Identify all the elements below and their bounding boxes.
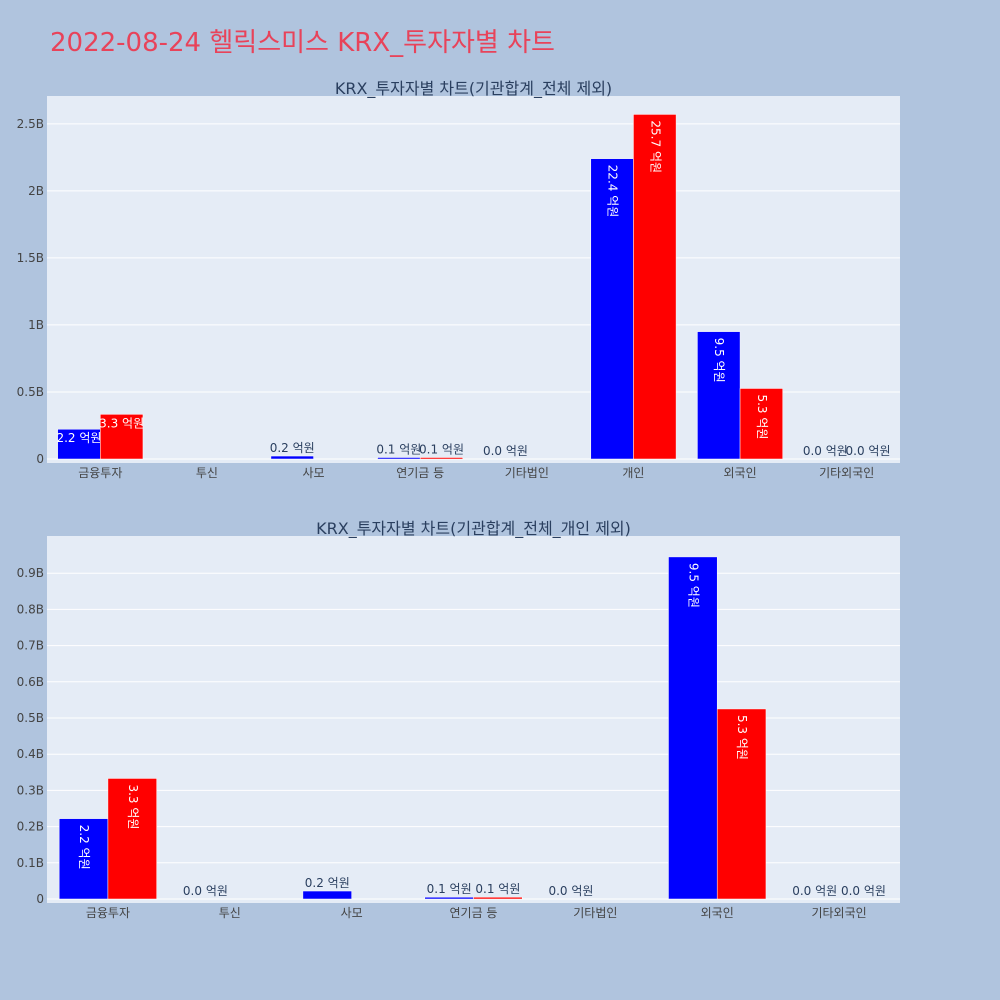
x-tick-label: 금융투자 bbox=[78, 466, 122, 480]
data-label: 0.0 억원 bbox=[846, 444, 891, 458]
y-tick-label: 0.5B bbox=[17, 385, 44, 399]
data-label: 5.3 억원 bbox=[755, 394, 769, 439]
y-tick-label: 0.8B bbox=[17, 602, 44, 616]
x-tick-label: 투신 bbox=[219, 906, 241, 920]
data-label: 3.3 억원 bbox=[126, 784, 140, 829]
x-tick-label: 사모 bbox=[341, 906, 363, 920]
y-tick-label: 0.7B bbox=[17, 639, 44, 653]
bar bbox=[107, 778, 157, 900]
x-tick-label: 연기금 등 bbox=[396, 466, 444, 480]
bar bbox=[58, 818, 109, 900]
y-tick-label: 0 bbox=[36, 452, 44, 466]
x-tick-label: 기타법인 bbox=[505, 466, 549, 480]
y-tick-label: 0.1B bbox=[17, 856, 44, 870]
y-tick-label: 0 bbox=[36, 892, 44, 906]
data-label: 0.1 억원 bbox=[475, 882, 520, 896]
y-tick-label: 0.3B bbox=[17, 783, 44, 797]
data-label: 0.0 억원 bbox=[548, 884, 593, 898]
y-tick-label: 0.9B bbox=[17, 566, 44, 580]
data-label: 22.4 억원 bbox=[606, 165, 620, 218]
bar bbox=[424, 896, 474, 900]
data-label: 0.1 억원 bbox=[419, 443, 464, 457]
chart-title: KRX_투자자별 차트(기관합계_전체_개인 제외) bbox=[316, 519, 631, 539]
x-tick-label: 외국인 bbox=[701, 906, 734, 920]
bar bbox=[100, 414, 144, 460]
data-label: 0.0 억원 bbox=[803, 444, 848, 458]
data-label: 0.1 억원 bbox=[427, 882, 472, 896]
x-tick-label: 기타외국인 bbox=[811, 906, 866, 920]
data-label: 0.0 억원 bbox=[183, 884, 228, 898]
y-tick-label: 1B bbox=[28, 318, 44, 332]
data-label: 9.5 억원 bbox=[712, 338, 726, 383]
page-title: 2022-08-24 헬릭스미스 KRX_투자자별 차트 bbox=[50, 28, 555, 58]
x-tick-label: 연기금 등 bbox=[450, 906, 498, 920]
y-tick-label: 0.4B bbox=[17, 747, 44, 761]
y-tick-label: 1.5B bbox=[17, 251, 44, 265]
x-tick-label: 기타법인 bbox=[573, 906, 617, 920]
data-label: 2.2 억원 bbox=[77, 825, 91, 870]
bar bbox=[377, 457, 421, 460]
bar bbox=[590, 158, 634, 460]
x-tick-label: 사모 bbox=[303, 466, 325, 480]
bar bbox=[419, 457, 464, 460]
bar bbox=[473, 896, 523, 900]
x-tick-label: 투신 bbox=[196, 466, 218, 480]
y-tick-label: 0.5B bbox=[17, 711, 44, 725]
data-label: 0.0 억원 bbox=[792, 884, 837, 898]
y-tick-label: 2.5B bbox=[17, 117, 44, 131]
data-label: 0.2 억원 bbox=[270, 441, 315, 455]
bar bbox=[668, 556, 718, 900]
y-tick-label: 0.6B bbox=[17, 675, 44, 689]
y-tick-label: 0.2B bbox=[17, 820, 44, 834]
data-label: 5.3 억원 bbox=[735, 715, 749, 760]
data-label: 25.7 억원 bbox=[648, 120, 662, 173]
plot-area-2 bbox=[47, 536, 900, 903]
bar bbox=[697, 331, 741, 460]
y-tick-label: 2B bbox=[28, 184, 44, 198]
data-label: 0.1 억원 bbox=[376, 443, 421, 457]
data-label: 9.5 억원 bbox=[686, 563, 700, 608]
bar bbox=[716, 708, 767, 900]
bar bbox=[57, 428, 101, 460]
chart-title: KRX_투자자별 차트(기관합계_전체 제외) bbox=[335, 79, 612, 99]
data-label: 0.0 억원 bbox=[841, 884, 886, 898]
bar bbox=[270, 455, 314, 460]
x-tick-label: 금융투자 bbox=[86, 906, 130, 920]
bar bbox=[633, 114, 677, 460]
data-label: 3.3 억원 bbox=[99, 416, 144, 430]
data-label: 0.2 억원 bbox=[305, 876, 350, 890]
bar bbox=[739, 388, 783, 460]
bar bbox=[302, 890, 352, 900]
x-tick-label: 기타외국인 bbox=[819, 466, 874, 480]
data-label: 0.0 억원 bbox=[483, 444, 528, 458]
data-label: 2.2 억원 bbox=[56, 431, 101, 445]
x-tick-label: 외국인 bbox=[724, 466, 757, 480]
x-tick-label: 개인 bbox=[622, 466, 644, 480]
